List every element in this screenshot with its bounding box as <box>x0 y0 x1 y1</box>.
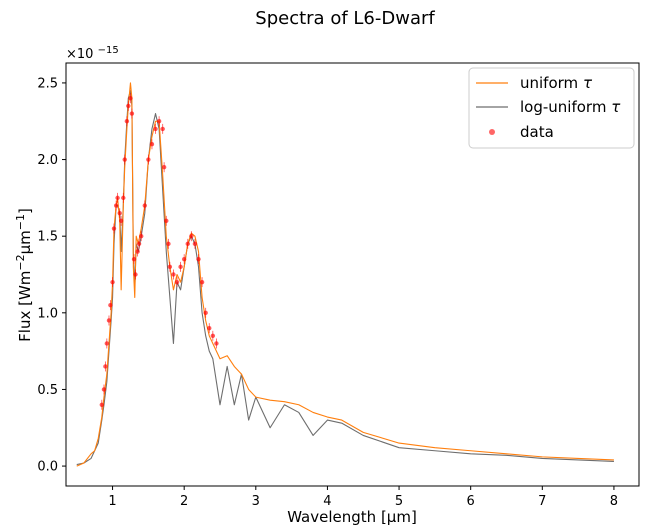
data-point <box>139 233 144 239</box>
y-axis-label: Flux [Wm−2μm−1] <box>14 208 34 342</box>
data-point <box>181 256 187 262</box>
data-point <box>124 119 130 124</box>
legend-label-loguniform: log-uniform τ <box>520 98 621 116</box>
data-point <box>121 195 126 201</box>
data-point <box>129 111 135 116</box>
data-point <box>196 256 201 262</box>
x-tick-label: 1 <box>108 494 116 509</box>
y-tick-label: 2.5 <box>37 76 58 91</box>
y-tick-label: 1.5 <box>37 230 58 245</box>
legend-label-uniform: uniform τ <box>520 74 593 92</box>
data-point <box>115 195 120 201</box>
y-axis-label-sup1: −2 <box>14 254 27 270</box>
data-point <box>210 333 216 339</box>
data-point <box>103 364 108 369</box>
data-point <box>161 165 167 170</box>
data-point <box>136 241 142 247</box>
data-point <box>99 402 105 407</box>
plot-frame <box>65 62 640 487</box>
data-point <box>164 218 169 224</box>
y-axis-label-unit: μm <box>16 230 34 254</box>
x-tick-label: 5 <box>395 494 403 509</box>
legend-label-loguniform-tau: τ <box>611 98 621 116</box>
y-tick-label: 0.0 <box>37 460 58 475</box>
x-axis-ticks: 1 2 3 4 5 6 7 8 <box>108 486 618 509</box>
legend-label-loguniform-base: log-uniform <box>520 98 611 116</box>
x-tick-label: 7 <box>538 494 546 509</box>
x-tick-label: 2 <box>180 494 188 509</box>
x-tick-label: 8 <box>610 494 618 509</box>
legend-label-data: data <box>520 123 554 141</box>
data-point <box>207 325 212 331</box>
x-axis-label: Wavelength [μm] <box>287 508 417 526</box>
data-point <box>104 341 110 346</box>
data-point <box>214 341 219 346</box>
x-tick-label: 4 <box>323 494 331 509</box>
data-point <box>133 272 138 277</box>
data-point <box>189 233 194 239</box>
y-axis-offset-label: ×10 −15 <box>66 45 119 62</box>
x-tick-label: 3 <box>252 494 260 509</box>
data-point <box>167 264 173 270</box>
data-point <box>156 119 162 124</box>
legend-label-uniform-base: uniform <box>520 74 583 92</box>
data-point <box>160 126 165 132</box>
data-point <box>106 318 112 323</box>
data-point <box>171 272 176 277</box>
data-point <box>185 241 190 247</box>
data-point <box>122 157 127 162</box>
legend-label-uniform-tau: τ <box>583 74 593 92</box>
series-layer <box>76 82 614 467</box>
data-point <box>135 249 140 254</box>
data-point <box>149 142 155 147</box>
y-tick-label: 2.0 <box>37 153 58 168</box>
data-point <box>131 256 137 262</box>
data-point <box>178 264 183 270</box>
y-axis-ticks: 0.0 0.5 1.0 1.5 2.0 2.5 <box>37 76 66 475</box>
data-point <box>118 218 124 224</box>
legend-box <box>468 67 635 149</box>
data-point <box>142 203 147 208</box>
y-axis-label-sup2: −1 <box>14 214 27 230</box>
data-point <box>174 279 180 285</box>
data-point <box>117 210 122 216</box>
data-point <box>128 96 133 101</box>
y-axis-label-end: ] <box>16 208 34 214</box>
data-point <box>126 103 131 109</box>
offset-base: ×10 <box>66 47 93 62</box>
data-point <box>166 241 171 247</box>
data-point <box>203 310 208 316</box>
chart-title: Spectra of L6-Dwarf <box>255 8 435 29</box>
data-point <box>153 126 158 132</box>
data-point <box>111 226 117 231</box>
data-point <box>146 157 151 162</box>
y-axis-label-main: Flux [Wm <box>16 271 34 342</box>
plot-area <box>65 62 640 487</box>
legend-swatch-data <box>489 129 495 135</box>
data-point <box>192 241 198 247</box>
y-tick-label: 1.0 <box>37 306 58 321</box>
data-point <box>199 279 205 285</box>
y-tick-label: 0.5 <box>37 383 58 398</box>
x-tick-label: 6 <box>467 494 475 509</box>
offset-exponent: −15 <box>98 45 119 56</box>
data-point <box>101 387 107 392</box>
data-point <box>108 302 113 308</box>
legend: uniform τ log-uniform τ data <box>468 67 635 149</box>
data-point <box>110 279 115 285</box>
data-point <box>113 203 119 208</box>
